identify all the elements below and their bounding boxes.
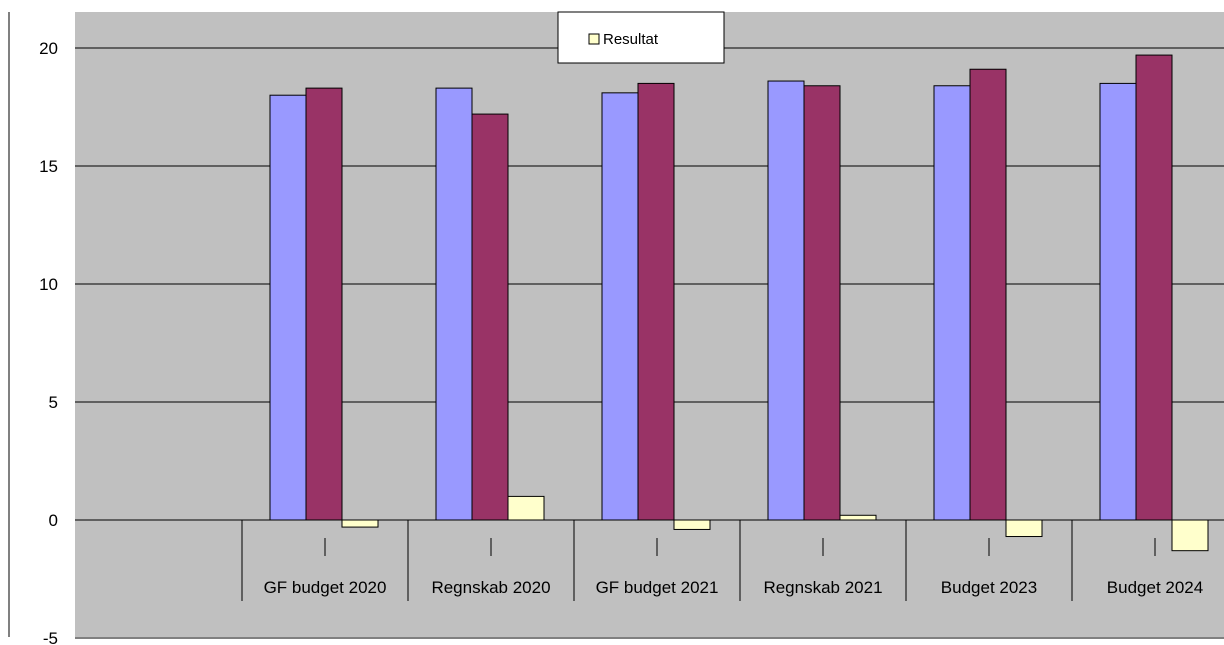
y-tick-label: 20	[39, 39, 58, 58]
y-tick-label: 15	[39, 157, 58, 176]
bar	[435, 87, 473, 521]
x-category-label: Regnskab 2020	[431, 578, 550, 597]
legend-box	[557, 11, 725, 64]
bar	[803, 85, 841, 521]
bar	[839, 514, 877, 521]
bar	[471, 113, 509, 521]
x-category-label: Budget 2024	[1107, 578, 1203, 597]
bar	[1135, 54, 1173, 521]
bar	[305, 87, 343, 521]
x-category-label: GF budget 2020	[264, 578, 387, 597]
y-tick-labels: -5 0 5 10 15 20	[39, 39, 58, 645]
bar	[673, 519, 711, 530]
bar	[341, 519, 379, 528]
bar	[601, 92, 639, 521]
bar	[1171, 519, 1209, 552]
bar	[1005, 519, 1043, 538]
bar	[269, 94, 307, 521]
legend-swatch-resultat	[588, 33, 600, 45]
bar	[969, 68, 1007, 521]
bar	[507, 495, 545, 521]
x-category-label: Budget 2023	[941, 578, 1037, 597]
y-tick-label: 10	[39, 275, 58, 294]
bar	[767, 80, 805, 521]
bar	[1099, 82, 1137, 521]
x-category-label: Regnskab 2021	[763, 578, 882, 597]
bar	[933, 85, 971, 521]
legend-label-resultat: Resultat	[603, 31, 659, 48]
y-tick-label: 0	[49, 511, 58, 530]
x-axis: GF budget 2020 Regnskab 2020 GF budget 202…	[75, 519, 1224, 601]
bar	[637, 82, 675, 521]
y-tick-label: 5	[49, 393, 58, 412]
x-category-label: GF budget 2021	[596, 578, 719, 597]
y-tick-label: -5	[43, 629, 58, 645]
legend: Resultat	[557, 11, 725, 64]
bars	[269, 54, 1209, 552]
